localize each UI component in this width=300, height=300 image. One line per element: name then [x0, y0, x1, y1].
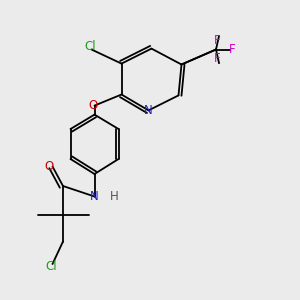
Text: N: N — [144, 104, 153, 117]
Text: N: N — [90, 190, 99, 203]
Text: Cl: Cl — [84, 40, 96, 53]
Text: H: H — [110, 190, 118, 203]
Text: F: F — [214, 34, 221, 47]
Text: F: F — [214, 52, 221, 65]
Text: Cl: Cl — [45, 260, 57, 274]
Text: O: O — [45, 160, 54, 173]
Text: F: F — [229, 43, 236, 56]
Text: O: O — [88, 99, 98, 112]
